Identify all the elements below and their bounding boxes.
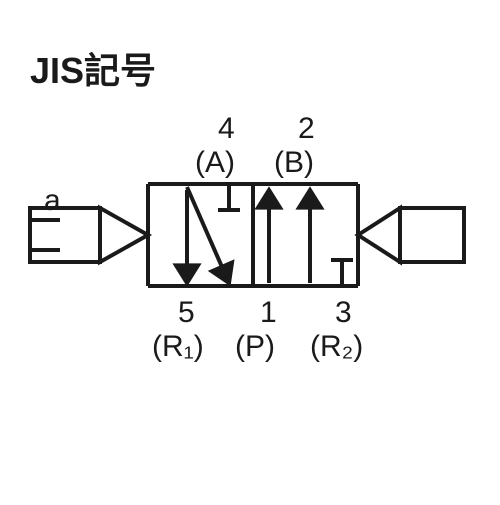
solenoid-triangle: [100, 208, 148, 262]
diagram-title: JIS記号: [30, 42, 156, 94]
return-triangle: [358, 208, 400, 262]
label-R1: (R₁): [152, 330, 204, 363]
label-5: 5: [178, 296, 195, 329]
solenoid-body: [30, 208, 100, 262]
label-P: (P): [235, 330, 275, 363]
label-1: 1: [260, 296, 277, 329]
label-B: (B): [274, 146, 314, 179]
return-body: [400, 208, 464, 262]
label-a: a: [44, 184, 61, 217]
label-4: 4: [218, 112, 235, 145]
label-3: 3: [335, 296, 352, 329]
label-R2: (R₂): [310, 330, 363, 363]
label-A: (A): [195, 146, 235, 179]
label-2: 2: [298, 112, 315, 145]
